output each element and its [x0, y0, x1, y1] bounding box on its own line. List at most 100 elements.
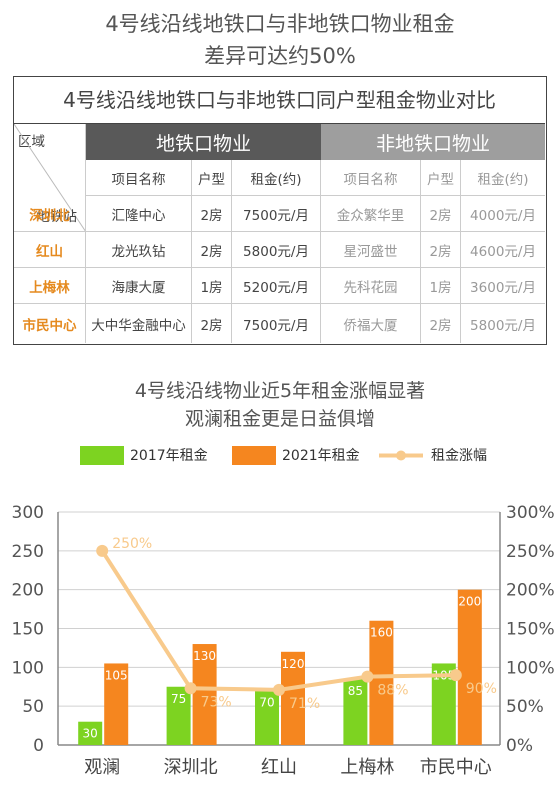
row-metro-name: 海康大厦 [86, 268, 192, 304]
non-metro-header: 非地铁口物业 [321, 124, 545, 160]
row-station: 市民中心 [14, 304, 86, 343]
growth-point [96, 544, 109, 557]
legend-label-growth: 租金涨幅 [431, 448, 487, 464]
col-header-non-rent: 租金(约) [461, 160, 545, 196]
legend-item-2017: 2017年租金 [80, 444, 208, 466]
chart-title-line1: 4号线沿线物业近5年租金涨幅显著 [134, 380, 426, 402]
bar-2017 [343, 678, 368, 745]
growth-point [449, 669, 462, 682]
row-metro-rent: 7500元/月 [232, 196, 321, 232]
x-tick-label: 观澜 [84, 757, 120, 778]
y2-tick-label: 250% [506, 542, 555, 562]
row-non-rent: 3600元/月 [461, 268, 545, 304]
row-non-name: 星河盛世 [321, 232, 421, 268]
row-non-name: 金众繁华里 [321, 196, 421, 232]
row-metro-rent: 7500元/月 [232, 304, 321, 343]
y-tick-label: 100 [12, 658, 44, 678]
growth-point [273, 683, 285, 696]
y-tick-label: 50 [22, 697, 44, 717]
x-tick-label: 深圳北 [164, 757, 218, 778]
growth-label: 88% [377, 683, 408, 699]
y-tick-label: 250 [12, 542, 44, 562]
bar-value-label: 200 [458, 595, 481, 609]
growth-point [184, 682, 197, 695]
y2-tick-label: 200% [506, 581, 555, 601]
row-non-name: 先科花园 [321, 268, 421, 304]
y-tick-label: 300 [12, 503, 44, 523]
bar-2021 [281, 651, 305, 745]
growth-label: 250% [112, 536, 152, 552]
row-metro-name: 龙光玖钻 [86, 232, 192, 268]
col-header-metro-rent: 租金(约) [232, 160, 321, 196]
bar-value-label: 30 [83, 727, 98, 741]
row-non-rent: 4000元/月 [461, 196, 545, 232]
corner-region-label: 区域 [18, 134, 45, 150]
bar-2021 [104, 663, 129, 745]
bar-value-label: 120 [282, 657, 305, 671]
bar-value-label: 75 [171, 692, 186, 706]
row-metro-type: 2房 [192, 232, 232, 268]
x-tick-label: 上梅林 [340, 757, 394, 778]
corner-diagonal [14, 124, 86, 232]
bar-2021 [192, 644, 217, 745]
bar-value-label: 130 [193, 649, 216, 663]
bar-2017 [255, 690, 279, 745]
corner-station-label: 地铁站 [36, 209, 78, 225]
bar-2021 [457, 589, 482, 745]
bar-2017 [166, 686, 191, 745]
legend-label-2021: 2021年租金 [282, 448, 360, 464]
bar-value-label: 85 [348, 684, 363, 698]
growth-label: 71% [289, 696, 320, 712]
row-station: 红山 [14, 232, 86, 268]
row-non-type: 2房 [421, 304, 461, 343]
y-tick-label: 150 [12, 620, 44, 640]
legend-line-swatch [379, 450, 423, 460]
row-metro-rent: 5200元/月 [232, 268, 321, 304]
row-metro-type: 2房 [192, 304, 232, 343]
col-header-metro-type: 户型 [192, 160, 232, 196]
growth-point [361, 670, 374, 683]
row-non-rent: 5800元/月 [470, 317, 536, 334]
y2-tick-label: 150% [506, 620, 555, 640]
col-header-metro-name: 项目名称 [86, 160, 192, 196]
main-title-line1: 4号线沿线地铁口与非地铁口物业租金 [105, 12, 455, 36]
chart-title-line2: 观澜租金更是日益俱增 [184, 408, 375, 430]
row-non-rent: 4600元/月 [461, 232, 545, 268]
bar-value-label: 70 [259, 696, 274, 710]
growth-line [100, 549, 456, 692]
row-metro-type: 1房 [192, 268, 232, 304]
bar-value-label: 160 [370, 626, 393, 640]
legend-swatch-2017 [80, 445, 124, 465]
corner-cell: 区域 地铁站 [14, 124, 86, 232]
growth-label: 73% [201, 694, 232, 710]
row-non-type: 2房 [421, 196, 461, 232]
legend-item-2021: 2021年租金 [232, 444, 360, 466]
bar-2021 [369, 620, 394, 745]
y2-tick-label: 0% [506, 736, 533, 756]
col-header-non-type: 户型 [421, 160, 461, 196]
y2-tick-label: 50% [506, 697, 544, 717]
row-non-name: 侨福大厦 [321, 304, 421, 343]
rent-chart: 0 50 100 150 200 250 300 0% 50% 100% 150% 200% 250% 3… [12, 503, 555, 778]
row-metro-name: 汇隆中心 [86, 196, 192, 232]
row-station: 深圳北 [14, 196, 86, 232]
bar-value-label: 105 [105, 668, 128, 682]
x-tick-label: 市民中心 [420, 757, 492, 778]
comparison-table: 4号线沿线地铁口与非地铁口同户型租金物业对比 区域 地铁站 地铁口物业 非地铁口… [13, 76, 547, 345]
legend-label-2017: 2017年租金 [130, 448, 208, 464]
row-metro-type: 2房 [192, 196, 232, 232]
y2-tick-label: 100% [506, 658, 555, 678]
col-header-non-name: 项目名称 [321, 160, 421, 196]
bar-2017 [78, 721, 103, 745]
legend-item-growth: 租金涨幅 [377, 444, 487, 466]
row-station: 上梅林 [14, 268, 86, 304]
row-metro-rent: 5800元/月 [232, 232, 321, 268]
y2-tick-label: 300% [506, 503, 555, 523]
row-non-type: 2房 [421, 232, 461, 268]
main-title-line2: 差异可达约50% [204, 44, 356, 68]
x-tick-label: 红山 [261, 757, 297, 778]
legend-swatch-2021 [232, 445, 276, 465]
table-caption: 4号线沿线地铁口与非地铁口同户型租金物业对比 [14, 77, 545, 124]
metro-header: 地铁口物业 [86, 124, 321, 160]
y-tick-label: 0 [33, 736, 44, 756]
